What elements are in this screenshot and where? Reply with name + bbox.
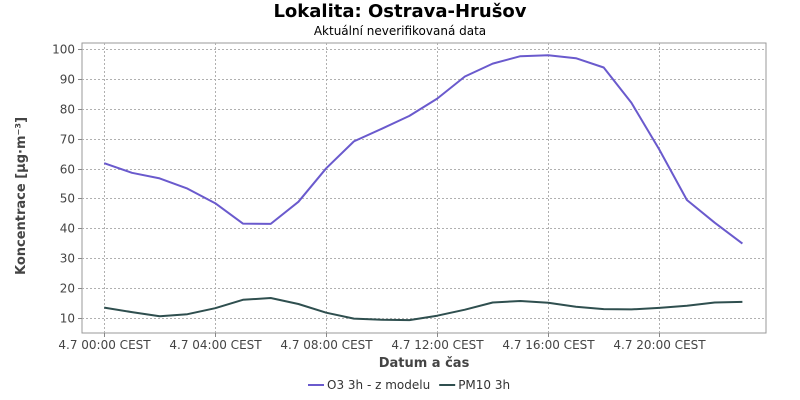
x-tick-label: 4.7 16:00 CEST	[502, 338, 595, 352]
y-tick-label: 60	[60, 163, 75, 177]
x-tick-label: 4.7 20:00 CEST	[613, 338, 706, 352]
legend-label-1: O3 3h - z modelu	[327, 378, 430, 392]
plot-area	[81, 42, 767, 334]
chart-title: Lokalita: Ostrava-Hrušov	[273, 1, 527, 22]
chart-subtitle: Aktuální neverifikovaná data	[313, 24, 487, 38]
x-tick-label: 4.7 08:00 CEST	[280, 338, 373, 352]
y-tick-label: 100	[52, 43, 75, 57]
y-tick-label: 70	[60, 133, 75, 147]
legend-label-2: PM10 3h	[458, 378, 510, 392]
y-tick-label: 30	[60, 252, 75, 266]
series-layer	[103, 54, 744, 322]
x-axis-label: Datum a čas	[379, 356, 470, 371]
y-tick-label: 40	[60, 222, 75, 236]
grid-layer	[81, 42, 767, 334]
y-tick-label: 80	[60, 103, 75, 117]
y-tick-label: 50	[60, 192, 75, 206]
x-tick-label: 4.7 12:00 CEST	[391, 338, 484, 352]
y-tick-label: 90	[60, 73, 75, 87]
series-line-1	[103, 54, 744, 245]
x-tick-label: 4.7 00:00 CEST	[58, 338, 151, 352]
axis-layer: 10 20 30 40 50 60 70 80 90 100 4.7 00:00 CEST 4.7 0…	[52, 43, 706, 353]
series-line-2	[104, 297, 743, 322]
y-tick-label: 10	[60, 312, 75, 326]
x-tick-label: 4.7 04:00 CEST	[169, 338, 262, 352]
y-axis-label: Koncentrace [µg·m⁻³]	[14, 117, 29, 275]
y-tick-label: 20	[60, 282, 75, 296]
legend: O3 3h - z modelu PM10 3h	[308, 378, 510, 392]
